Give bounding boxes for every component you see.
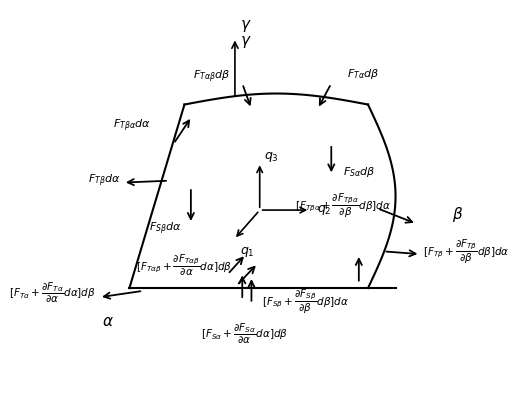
Text: $F_{S\beta}d\alpha$: $F_{S\beta}d\alpha$ (149, 220, 182, 237)
Text: $[F_{S\beta}+\dfrac{\partial F_{S\beta}}{\partial\beta}d\beta]d\alpha$: $[F_{S\beta}+\dfrac{\partial F_{S\beta}}… (262, 287, 349, 316)
Text: $F_{S\alpha}d\beta$: $F_{S\alpha}d\beta$ (343, 164, 376, 179)
Text: $[F_{T\alpha}+\dfrac{\partial F_{T\alpha}}{\partial\alpha}d\alpha]d\beta$: $[F_{T\alpha}+\dfrac{\partial F_{T\alpha… (8, 281, 95, 305)
Text: $F_{T\beta\alpha}d\alpha$: $F_{T\beta\alpha}d\alpha$ (113, 118, 151, 134)
Text: $q_2$: $q_2$ (316, 203, 331, 217)
Text: $F_{T\alpha}d\beta$: $F_{T\alpha}d\beta$ (347, 67, 379, 81)
Text: $[F_{T\beta\alpha}+\dfrac{\partial F_{T\beta\alpha}}{\partial\beta}d\beta]d\alph: $[F_{T\beta\alpha}+\dfrac{\partial F_{T\… (295, 191, 391, 220)
Text: $\gamma$: $\gamma$ (241, 34, 252, 50)
Text: $\beta$: $\beta$ (452, 205, 464, 224)
Text: $[F_{S\alpha}+\dfrac{\partial F_{S\alpha}}{\partial\alpha}d\alpha]d\beta$: $[F_{S\alpha}+\dfrac{\partial F_{S\alpha… (200, 322, 288, 346)
Text: $F_{T\beta}d\alpha$: $F_{T\beta}d\alpha$ (87, 173, 120, 189)
Text: $\alpha$: $\alpha$ (102, 315, 114, 329)
Text: $[F_{T\beta}+\dfrac{\partial F_{T\beta}}{\partial\beta}d\beta]d\alpha$: $[F_{T\beta}+\dfrac{\partial F_{T\beta}}… (423, 237, 510, 266)
Text: $F_{T\alpha\beta}d\beta$: $F_{T\alpha\beta}d\beta$ (193, 69, 231, 85)
Text: $q_1$: $q_1$ (240, 245, 254, 259)
Text: $q_3$: $q_3$ (264, 150, 279, 164)
Text: $\gamma$: $\gamma$ (240, 18, 251, 34)
Text: $[F_{T\alpha\beta}+\dfrac{\partial F_{T\alpha\beta}}{\partial\alpha}d\alpha]d\be: $[F_{T\alpha\beta}+\dfrac{\partial F_{T\… (136, 252, 233, 278)
